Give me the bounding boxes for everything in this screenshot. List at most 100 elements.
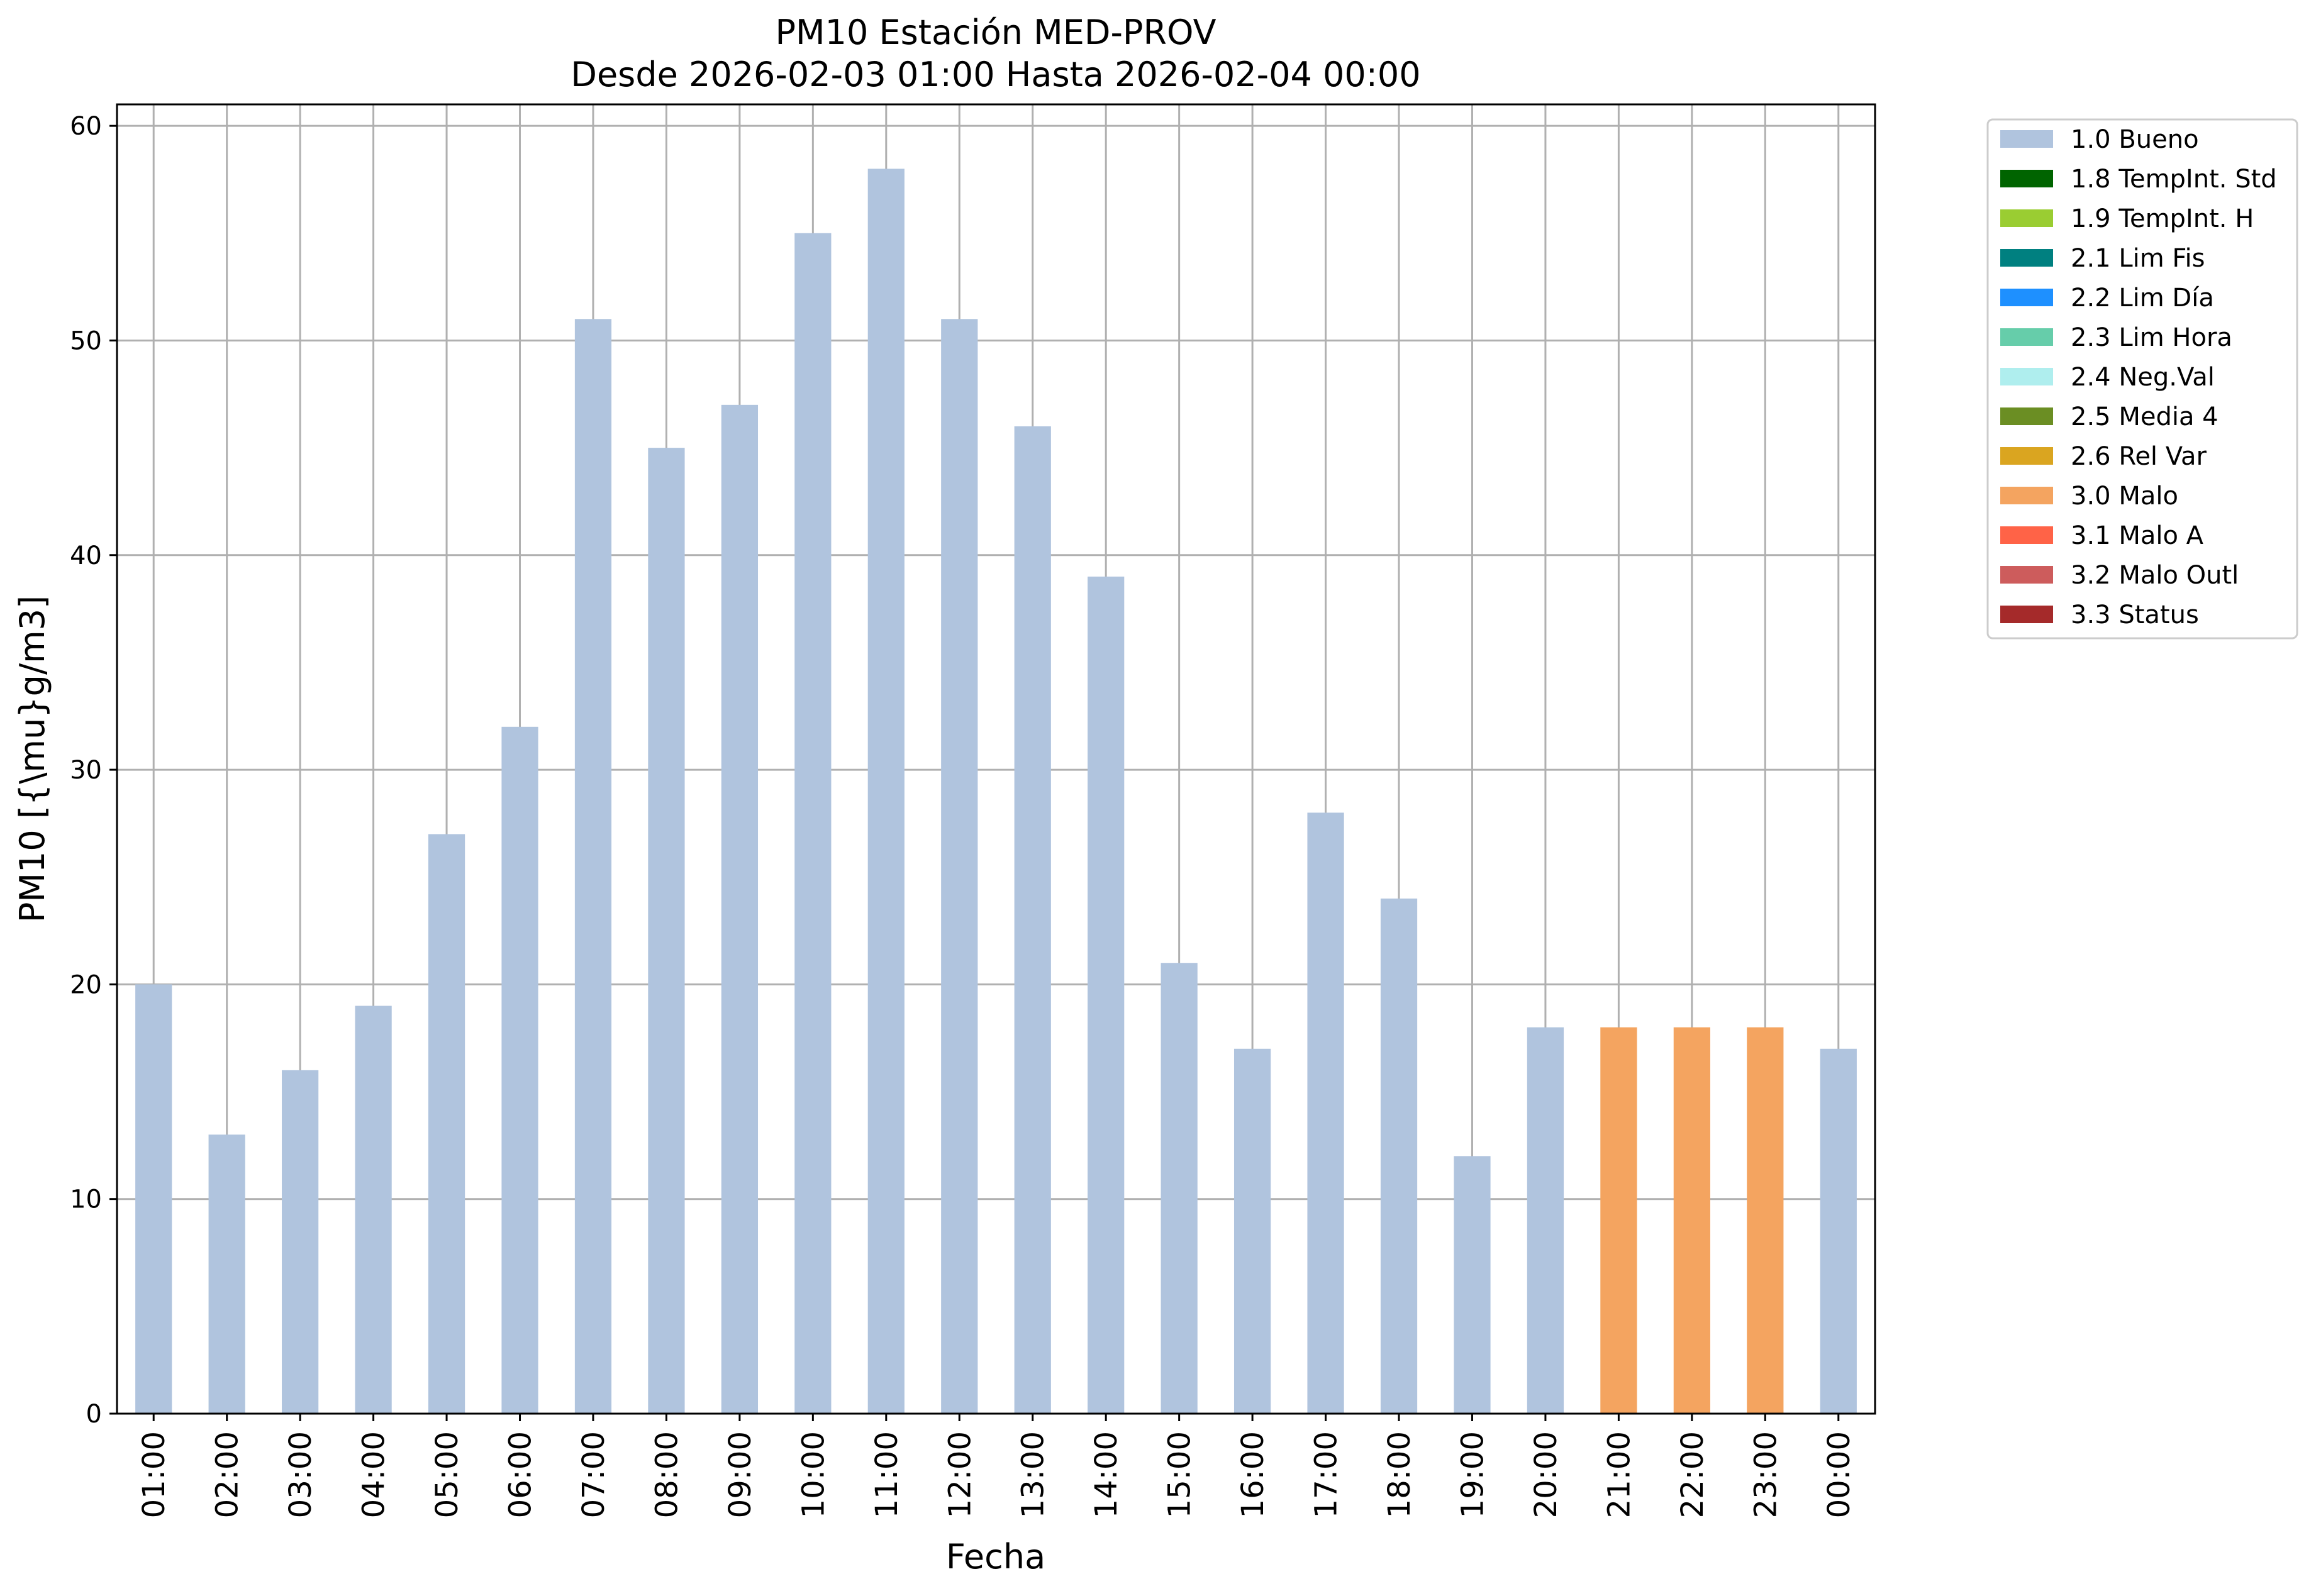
- legend-label: 1.0 Bueno: [2071, 125, 2199, 154]
- y-tick-label: 40: [70, 541, 102, 570]
- x-tick-label: 14:00: [1089, 1431, 1124, 1518]
- legend-label: 2.4 Neg.Val: [2071, 363, 2215, 392]
- y-axis-label: PM10 [{\mu}g/m3]: [13, 596, 52, 923]
- bar-0300: [282, 1070, 319, 1414]
- y-tick-label: 30: [70, 756, 102, 785]
- legend-swatch: [2000, 606, 2053, 623]
- x-tick-label: 00:00: [1822, 1431, 1857, 1518]
- legend-swatch: [2000, 249, 2053, 267]
- legend-item: 3.0 Malo: [2000, 482, 2178, 511]
- x-tick-label: 03:00: [283, 1431, 318, 1518]
- legend-item: 1.0 Bueno: [2000, 125, 2199, 154]
- x-tick-label: 07:00: [576, 1431, 611, 1518]
- legend-item: 2.5 Media 4: [2000, 402, 2219, 431]
- x-tick-label: 04:00: [357, 1431, 392, 1518]
- x-tick-label: 01:00: [136, 1431, 172, 1518]
- y-tick-label: 60: [70, 112, 102, 141]
- x-axis-label: Fecha: [946, 1537, 1045, 1577]
- bar-1600: [1233, 1048, 1271, 1414]
- legend-item: 2.3 Lim Hora: [2000, 323, 2232, 352]
- bar-1100: [867, 169, 905, 1414]
- legend-item: 3.2 Malo Outl: [2000, 561, 2239, 590]
- bar-2000: [1527, 1027, 1564, 1414]
- legend-swatch: [2000, 368, 2053, 385]
- legend-label: 3.3 Status: [2071, 601, 2199, 629]
- legend-label: 2.2 Lim Día: [2071, 284, 2214, 313]
- y-tick-label: 50: [70, 326, 102, 355]
- bar-0900: [721, 404, 759, 1414]
- bar-0700: [574, 319, 612, 1414]
- legend-label: 2.1 Lim Fis: [2071, 244, 2205, 273]
- legend-item: 3.1 Malo A: [2000, 521, 2204, 550]
- x-tick-label: 16:00: [1235, 1431, 1271, 1518]
- legend-swatch: [2000, 526, 2053, 544]
- legend-swatch: [2000, 487, 2053, 504]
- x-axis: 01:00 02:00 03:00 04:00 05:00 06:00 07:00 08:00…: [136, 1414, 1857, 1518]
- x-tick-label: 17:00: [1309, 1431, 1344, 1518]
- x-tick-label: 15:00: [1162, 1431, 1198, 1518]
- legend-label: 2.3 Lim Hora: [2071, 323, 2232, 352]
- bar-0800: [648, 448, 685, 1414]
- legend-label: 3.0 Malo: [2071, 482, 2178, 511]
- x-tick-label: 06:00: [503, 1431, 538, 1518]
- legend-frame: [1986, 118, 2298, 640]
- bar-0000: [1820, 1048, 1857, 1414]
- legend-swatch: [2000, 130, 2053, 148]
- bar-1300: [1014, 426, 1051, 1414]
- x-tick-label: 23:00: [1748, 1431, 1783, 1518]
- x-tick-label: 22:00: [1675, 1431, 1710, 1518]
- x-tick-label: 10:00: [796, 1431, 831, 1518]
- bar-0600: [501, 726, 538, 1414]
- chart-subtitle: Desde 2026-02-03 01:00 Hasta 2026-02-04 …: [571, 55, 1420, 94]
- y-tick-label: 10: [70, 1185, 102, 1214]
- bar-0100: [135, 984, 172, 1414]
- legend-swatch: [2000, 209, 2053, 227]
- x-tick-label: 12:00: [942, 1431, 977, 1518]
- legend-label: 3.2 Malo Outl: [2071, 561, 2239, 590]
- legend-item: 2.6 Rel Var: [2000, 442, 2207, 471]
- x-tick-label: 11:00: [869, 1431, 905, 1518]
- x-tick-label: 05:00: [430, 1431, 465, 1518]
- x-tick-label: 09:00: [723, 1431, 758, 1518]
- legend-swatch: [2000, 447, 2053, 465]
- bar-1900: [1454, 1156, 1491, 1414]
- bar-2200: [1673, 1027, 1710, 1414]
- bar-1000: [794, 233, 832, 1414]
- legend-label: 2.5 Media 4: [2071, 402, 2219, 431]
- bar-2300: [1747, 1027, 1784, 1414]
- legend: 1.0 Bueno 1.8 TempInt. Std 1.9 TempInt. H 2…: [1986, 118, 2298, 640]
- legend-label: 3.1 Malo A: [2071, 521, 2204, 550]
- x-tick-label: 19:00: [1455, 1431, 1490, 1518]
- legend-swatch: [2000, 328, 2053, 346]
- legend-label: 2.6 Rel Var: [2071, 442, 2207, 471]
- bar-0400: [355, 1006, 392, 1414]
- x-tick-label: 18:00: [1382, 1431, 1417, 1518]
- y-tick-label: 20: [70, 970, 102, 999]
- legend-swatch: [2000, 407, 2053, 425]
- x-tick-label: 13:00: [1016, 1431, 1051, 1518]
- legend-item: 1.8 TempInt. Std: [2000, 165, 2277, 194]
- bar-0200: [208, 1134, 245, 1414]
- bar-0500: [428, 834, 465, 1414]
- bar-2100: [1600, 1027, 1637, 1414]
- bars-layer: [135, 169, 1857, 1414]
- legend-swatch: [2000, 289, 2053, 306]
- bar-1800: [1380, 898, 1418, 1414]
- bar-1500: [1161, 963, 1198, 1414]
- legend-item: 1.9 TempInt. H: [2000, 204, 2254, 233]
- chart-title: PM10 Estación MED-PROV: [775, 13, 1216, 52]
- bar-1200: [941, 319, 978, 1414]
- legend-label: 1.9 TempInt. H: [2071, 204, 2254, 233]
- legend-item: 2.1 Lim Fis: [2000, 244, 2205, 273]
- legend-label: 1.8 TempInt. Std: [2071, 165, 2277, 194]
- legend-item: 3.3 Status: [2000, 601, 2199, 629]
- bar-1400: [1088, 576, 1125, 1414]
- legend-item: 2.4 Neg.Val: [2000, 363, 2215, 392]
- bar-1700: [1307, 812, 1344, 1414]
- legend-item: 2.2 Lim Día: [2000, 284, 2214, 313]
- x-tick-label: 21:00: [1601, 1431, 1637, 1518]
- y-tick-label: 0: [86, 1400, 102, 1429]
- y-axis: 0 10 20 30 40 50 60: [70, 112, 117, 1429]
